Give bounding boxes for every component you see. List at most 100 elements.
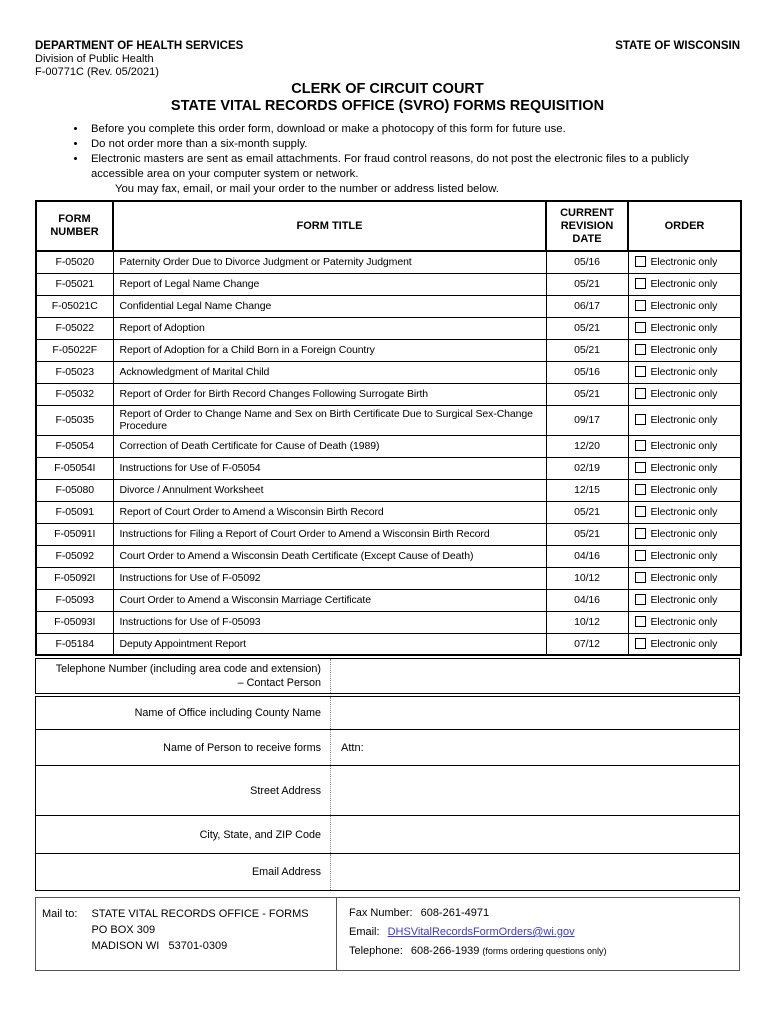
form-number-cell: F-05032 — [35, 382, 114, 406]
order-cell: Electronic only — [627, 382, 742, 406]
col-header-form-number: FORM NUMBER — [35, 200, 114, 252]
order-cell: Electronic only — [627, 272, 742, 296]
email-link[interactable]: DHSVitalRecordsFormOrders@wi.gov — [387, 926, 575, 938]
city-state-zip-label: City, State, and ZIP Code — [36, 816, 331, 853]
recipient-name-input[interactable]: Attn: — [341, 741, 364, 754]
electronic-only-checkbox[interactable] — [634, 593, 646, 605]
telephone-note: (forms ordering questions only) — [482, 946, 607, 956]
electronic-only-checkbox[interactable] — [634, 615, 646, 627]
electronic-only-checkbox[interactable] — [634, 256, 646, 267]
revision-date-cell: 12/15 — [545, 478, 629, 502]
revision-date-cell: 04/16 — [545, 588, 629, 612]
email-address-input[interactable] — [331, 854, 739, 890]
electronic-only-checkbox[interactable] — [634, 571, 646, 583]
form-title-cell: Court Order to Amend a Wisconsin Marriag… — [112, 588, 547, 612]
table-row: F-05022F Report of Adoption for a Child … — [35, 338, 742, 362]
electronic-only-checkbox[interactable] — [634, 365, 646, 377]
electronic-only-checkbox[interactable] — [634, 505, 646, 517]
email-label: Email: — [349, 926, 380, 938]
order-cell: Electronic only — [627, 500, 742, 524]
electronic-only-label: Electronic only — [650, 439, 718, 452]
electronic-only-checkbox[interactable] — [634, 299, 646, 311]
electronic-only-checkbox[interactable] — [634, 321, 646, 333]
electronic-only-checkbox[interactable] — [634, 637, 646, 649]
electronic-only-checkbox[interactable] — [634, 413, 646, 425]
form-title-cell: Instructions for Use of F-05092 — [112, 566, 547, 590]
form-number-cell: F-05021C — [35, 294, 114, 318]
fax-label: Fax Number: — [349, 907, 413, 919]
page-title-line1: CLERK OF CIRCUIT COURT — [291, 81, 484, 97]
form-page: DEPARTMENT OF HEALTH SERVICES Division o… — [35, 40, 742, 971]
form-title-cell: Report of Adoption for a Child Born in a… — [112, 338, 547, 362]
electronic-only-checkbox[interactable] — [634, 461, 646, 473]
city-state-zip-row: City, State, and ZIP Code — [36, 815, 739, 853]
electronic-only-checkbox[interactable] — [634, 387, 646, 399]
revision-date-cell: 10/12 — [545, 566, 629, 590]
mail-to-block: Mail to: STATE VITAL RECORDS OFFICE - FO… — [36, 898, 336, 970]
table-row: F-05093 Court Order to Amend a Wisconsin… — [35, 588, 742, 612]
revision-date-cell: 10/12 — [545, 610, 629, 634]
order-cell: Electronic only — [627, 456, 742, 480]
city-state-zip-input[interactable] — [331, 816, 739, 853]
table-row: F-05080 Divorce / Annulment Worksheet 12… — [35, 478, 742, 502]
telephone-label: Telephone: — [349, 945, 403, 957]
electronic-only-label: Electronic only — [650, 343, 718, 356]
form-title-cell: Confidential Legal Name Change — [112, 294, 547, 318]
table-row: F-05035 Report of Order to Change Name a… — [35, 404, 742, 436]
form-title-cell: Acknowledgment of Marital Child — [112, 360, 547, 384]
order-cell: Electronic only — [627, 632, 742, 656]
electronic-only-checkbox[interactable] — [634, 549, 646, 561]
electronic-only-label: Electronic only — [650, 593, 718, 606]
submission-info-box: Mail to: STATE VITAL RECORDS OFFICE - FO… — [35, 897, 740, 971]
form-title-cell: Report of Legal Name Change — [112, 272, 547, 296]
recipient-name-row: Name of Person to receive forms Attn: — [36, 729, 739, 765]
form-number-cell: F-05054I — [35, 456, 114, 480]
form-title-cell: Report of Court Order to Amend a Wiscons… — [112, 500, 547, 524]
fax-number-value: 608-261-4971 — [420, 907, 490, 919]
telephone-contact-row: Telephone Number (including area code an… — [35, 658, 740, 694]
table-row: F-05091I Instructions for Filing a Repor… — [35, 522, 742, 546]
electronic-only-checkbox[interactable] — [634, 483, 646, 495]
electronic-only-label: Electronic only — [650, 299, 718, 312]
form-number-cell: F-05093I — [35, 610, 114, 634]
submission-note: You may fax, email, or mail your order t… — [115, 183, 499, 195]
instruction-list: Before you complete this order form, dow… — [35, 122, 740, 182]
form-title-cell: Court Order to Amend a Wisconsin Death C… — [112, 544, 547, 568]
revision-date-cell: 04/16 — [545, 544, 629, 568]
electronic-only-label: Electronic only — [650, 365, 718, 378]
forms-requisition-table: FORM NUMBER FORM TITLE CURRENT REVISION … — [35, 200, 742, 656]
order-cell: Electronic only — [627, 360, 742, 384]
table-row: F-05184 Deputy Appointment Report 07/12 … — [35, 632, 742, 656]
telephone-contact-input[interactable] — [331, 659, 739, 693]
office-name-label: Name of Office including County Name — [36, 697, 331, 729]
form-number-cell: F-05023 — [35, 360, 114, 384]
form-number-cell: F-05091I — [35, 522, 114, 546]
agency-block: DEPARTMENT OF HEALTH SERVICES Division o… — [35, 40, 243, 79]
form-number-cell: F-05054 — [35, 434, 114, 458]
office-name-input[interactable] — [331, 697, 739, 729]
electronic-only-label: Electronic only — [650, 461, 718, 474]
revision-date-cell: 05/21 — [545, 316, 629, 340]
page-header: DEPARTMENT OF HEALTH SERVICES Division o… — [35, 40, 740, 79]
electronic-only-label: Electronic only — [650, 321, 718, 334]
electronic-only-checkbox[interactable] — [634, 343, 646, 355]
form-number-cell: F-05093 — [35, 588, 114, 612]
mailing-address-line: STATE VITAL RECORDS OFFICE - FORMS — [91, 908, 309, 920]
revision-date-cell: 05/21 — [545, 272, 629, 296]
col-header-order: ORDER — [627, 200, 742, 252]
revision-date-cell: 05/21 — [545, 522, 629, 546]
email-address-label: Email Address — [36, 854, 331, 890]
electronic-only-checkbox[interactable] — [634, 277, 646, 289]
order-cell: Electronic only — [627, 294, 742, 318]
electronic-only-label: Electronic only — [650, 637, 718, 650]
form-number-cell: F-05022F — [35, 338, 114, 362]
electronic-only-checkbox[interactable] — [634, 439, 646, 451]
form-number-cell: F-05022 — [35, 316, 114, 340]
electronic-only-label: Electronic only — [650, 277, 718, 290]
mailing-address-line: MADISON WI 53701-0309 — [91, 940, 228, 952]
table-row: F-05093I Instructions for Use of F-05093… — [35, 610, 742, 634]
street-address-input[interactable] — [331, 766, 739, 815]
email-address-row: Email Address — [36, 853, 739, 890]
fax-line: Fax Number: 608-261-4971 — [349, 905, 739, 921]
electronic-only-checkbox[interactable] — [634, 527, 646, 539]
